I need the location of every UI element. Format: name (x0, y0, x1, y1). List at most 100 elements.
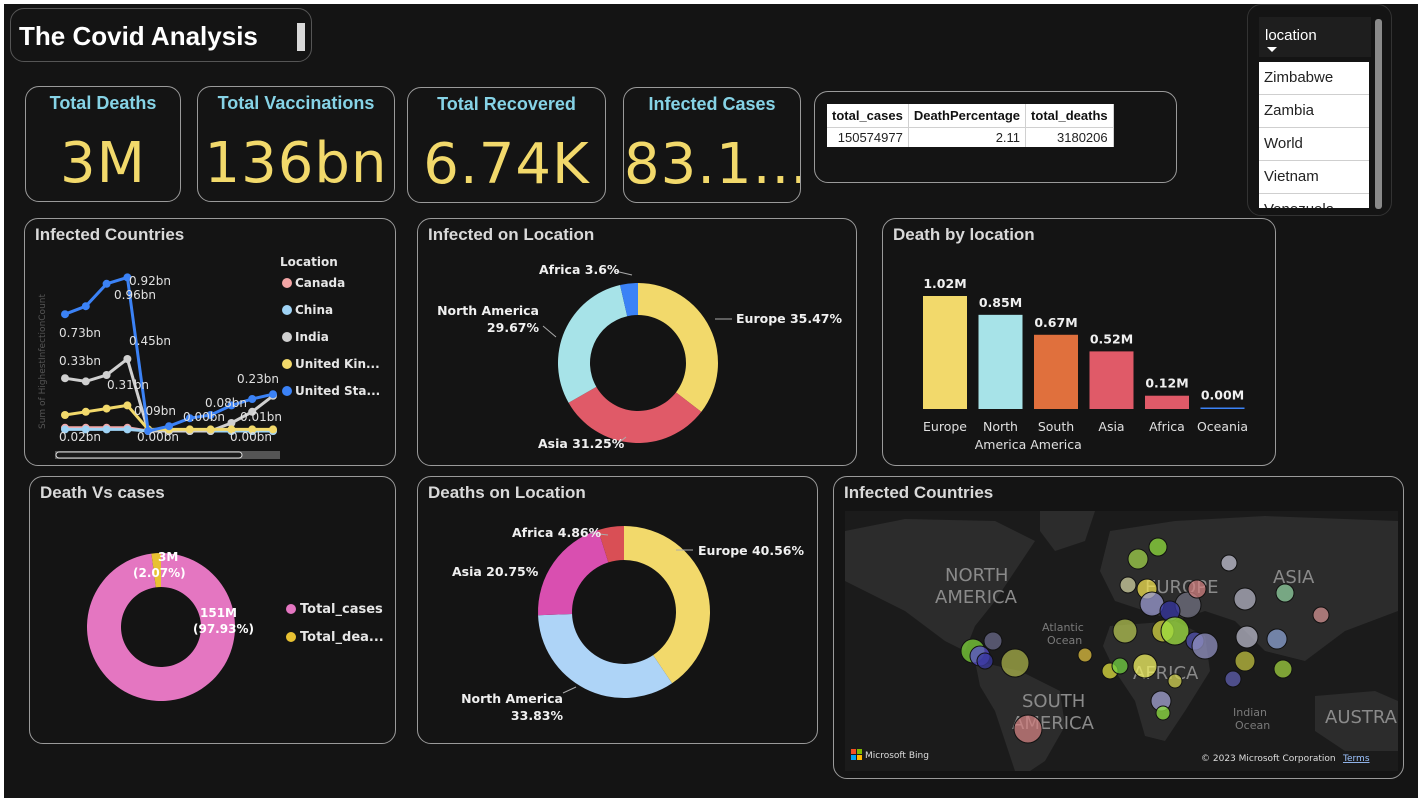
kpi-infected-cases: Infected Cases 83.1... (623, 87, 801, 203)
data-point[interactable] (81, 407, 90, 416)
data-point[interactable] (227, 401, 236, 410)
donut-slice[interactable] (538, 613, 673, 698)
data-point[interactable] (102, 404, 111, 413)
data-point[interactable] (81, 425, 90, 434)
donut-slice[interactable] (558, 285, 628, 403)
map-bubble[interactable] (1312, 606, 1330, 624)
data-point[interactable] (248, 407, 257, 416)
map-bubble[interactable] (1148, 537, 1168, 557)
map-bubble[interactable] (1224, 670, 1242, 688)
data-point[interactable] (102, 371, 111, 379)
map-bubble[interactable] (1235, 625, 1259, 649)
slicer-item[interactable]: Vietnam (1259, 161, 1369, 194)
bar[interactable] (1200, 407, 1245, 410)
scrollbar-thumb[interactable] (55, 451, 243, 459)
data-point[interactable] (165, 422, 173, 431)
map-bubble[interactable] (1112, 618, 1138, 644)
map-terms-link[interactable]: Terms (1342, 754, 1370, 764)
slicer-item[interactable]: Zambia (1259, 95, 1369, 128)
map-bubble[interactable] (1275, 583, 1295, 603)
data-point[interactable] (227, 425, 236, 434)
legend-item[interactable]: Total_cases (300, 602, 383, 617)
chart-title: Death Vs cases (40, 483, 165, 502)
map-bubble[interactable] (1000, 648, 1030, 678)
data-point[interactable] (123, 401, 132, 410)
donut-slice[interactable] (568, 386, 702, 443)
leader-line (562, 686, 577, 694)
legend-item[interactable]: United Sta... (295, 384, 380, 398)
data-point[interactable] (206, 411, 215, 419)
bar[interactable] (1034, 334, 1078, 409)
donut-slice[interactable] (624, 526, 710, 684)
map-bubble[interactable] (1191, 632, 1219, 660)
donut-slice[interactable] (151, 553, 161, 588)
data-point[interactable] (102, 279, 111, 288)
column-header[interactable]: total_deaths (1025, 104, 1114, 128)
bar[interactable] (978, 314, 1023, 409)
map-bubble[interactable] (1155, 705, 1171, 721)
bubble-map[interactable]: NORTH AMERICA SOUTH AMERICA EUROPE AFRIC… (845, 511, 1398, 771)
slicer-item[interactable]: World (1259, 128, 1369, 161)
column-header[interactable]: total_cases (827, 104, 909, 128)
column-header[interactable]: DeathPercentage (908, 104, 1027, 128)
bar[interactable] (923, 296, 967, 409)
data-point[interactable] (81, 302, 90, 311)
data-point[interactable] (248, 395, 257, 403)
data-point[interactable] (123, 355, 132, 363)
bar[interactable] (1145, 395, 1189, 409)
data-point[interactable] (227, 419, 236, 427)
data-point[interactable] (61, 425, 69, 434)
bar[interactable] (1089, 351, 1134, 409)
data-point[interactable] (248, 425, 257, 434)
category-label: Europe (923, 419, 967, 434)
slice-label: 33.83% (511, 708, 564, 723)
slicer-item[interactable]: Zimbabwe (1259, 62, 1369, 95)
map-bubble[interactable] (1160, 616, 1190, 646)
data-point[interactable] (269, 425, 277, 434)
legend-item[interactable]: China (295, 303, 333, 317)
donut-slice[interactable] (638, 283, 719, 412)
map-bubble[interactable] (1234, 650, 1256, 672)
map-bubble[interactable] (1077, 647, 1093, 663)
legend-item[interactable]: Canada (295, 276, 345, 290)
map-bubble[interactable] (1266, 628, 1288, 650)
donut-slice[interactable] (87, 553, 236, 701)
data-point[interactable] (185, 414, 194, 423)
map-bubbles[interactable] (960, 537, 1330, 744)
data-point[interactable] (123, 273, 132, 282)
legend-item[interactable]: India (295, 330, 329, 344)
map-bubble[interactable] (1167, 673, 1183, 689)
map-bubble[interactable] (976, 652, 994, 670)
map-bubble[interactable] (1119, 576, 1137, 594)
slicer-scrollbar[interactable] (1375, 19, 1382, 209)
data-point[interactable] (123, 425, 132, 434)
data-point[interactable] (61, 411, 69, 419)
data-point[interactable] (206, 425, 215, 434)
donut-slice[interactable] (538, 529, 609, 616)
caret-down-icon[interactable] (1267, 47, 1277, 52)
map-bubble[interactable] (983, 631, 1003, 651)
data-point[interactable] (61, 310, 69, 319)
slice-label: Europe 35.47% (736, 311, 843, 326)
map-bubble[interactable] (1127, 548, 1149, 570)
donut-slice[interactable] (620, 283, 638, 317)
map-bubble[interactable] (1273, 659, 1293, 679)
map-bubble[interactable] (1013, 714, 1043, 744)
map-bubble[interactable] (1220, 554, 1238, 572)
map-bubble[interactable] (1187, 579, 1207, 599)
data-point[interactable] (81, 377, 90, 386)
data-point[interactable] (144, 427, 153, 435)
data-point[interactable] (185, 425, 194, 434)
legend-item[interactable]: Total_dea... (300, 630, 384, 645)
map-bubble[interactable] (1233, 587, 1257, 611)
legend-item[interactable]: United Kin... (295, 357, 380, 371)
data-point[interactable] (61, 374, 69, 383)
slicer-list[interactable]: Zimbabwe Zambia World Vietnam Venezuela (1259, 62, 1369, 208)
slicer-header[interactable]: location (1259, 17, 1371, 57)
slicer-item[interactable]: Venezuela (1259, 194, 1369, 208)
data-point[interactable] (269, 390, 277, 399)
map-bubble[interactable] (1132, 653, 1158, 679)
chart-title: Infected Countries (35, 225, 185, 244)
data-point[interactable] (102, 425, 111, 434)
map-bubble[interactable] (1111, 657, 1129, 675)
